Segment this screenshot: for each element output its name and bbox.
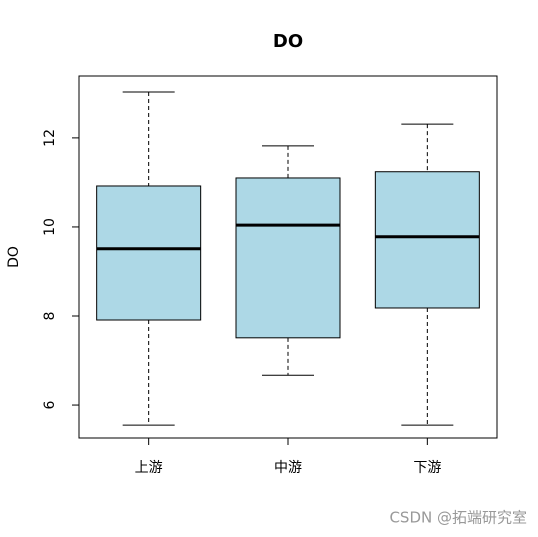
x-tick-label: 中游: [274, 460, 302, 476]
y-tick-label: 12: [42, 129, 58, 147]
x-tick-label: 上游: [135, 460, 163, 476]
y-axis-label: DO: [6, 246, 22, 268]
watermark: CSDN @拓端研究室: [389, 509, 527, 527]
box: [235, 177, 341, 339]
box: [96, 185, 202, 321]
y-tick-label: 10: [42, 218, 58, 236]
y-tick-label: 6: [42, 401, 58, 410]
y-tick-label: 8: [42, 312, 58, 321]
box: [374, 171, 480, 309]
chart-title: DO: [273, 31, 303, 52]
x-tick-label: 下游: [413, 460, 441, 476]
